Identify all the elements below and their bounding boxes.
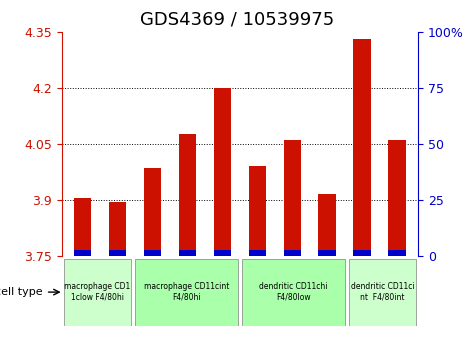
Bar: [109, 250, 126, 256]
Text: macrophage CD11cint
F4/80hi: macrophage CD11cint F4/80hi: [144, 282, 229, 302]
FancyBboxPatch shape: [64, 259, 131, 326]
Text: cell type: cell type: [0, 287, 42, 297]
Bar: [318, 194, 336, 256]
Text: dendritic CD11ci
nt  F4/80int: dendritic CD11ci nt F4/80int: [351, 282, 414, 302]
Bar: [318, 250, 336, 256]
Bar: [179, 135, 196, 256]
Bar: [389, 140, 406, 256]
Bar: [353, 250, 371, 256]
Bar: [248, 166, 266, 256]
FancyBboxPatch shape: [242, 259, 345, 326]
Bar: [284, 250, 301, 256]
FancyBboxPatch shape: [135, 259, 238, 326]
Text: GDS4369 / 10539975: GDS4369 / 10539975: [141, 11, 334, 29]
Text: macrophage CD1
1clow F4/80hi: macrophage CD1 1clow F4/80hi: [64, 282, 131, 302]
Bar: [284, 140, 301, 256]
Bar: [353, 39, 371, 256]
FancyBboxPatch shape: [349, 259, 416, 326]
Bar: [214, 88, 231, 256]
Bar: [144, 250, 162, 256]
Bar: [74, 198, 91, 256]
Bar: [179, 250, 196, 256]
Bar: [214, 250, 231, 256]
Text: dendritic CD11chi
F4/80low: dendritic CD11chi F4/80low: [259, 282, 328, 302]
Bar: [248, 250, 266, 256]
Bar: [74, 250, 91, 256]
Bar: [389, 250, 406, 256]
Bar: [109, 202, 126, 256]
Bar: [144, 168, 162, 256]
